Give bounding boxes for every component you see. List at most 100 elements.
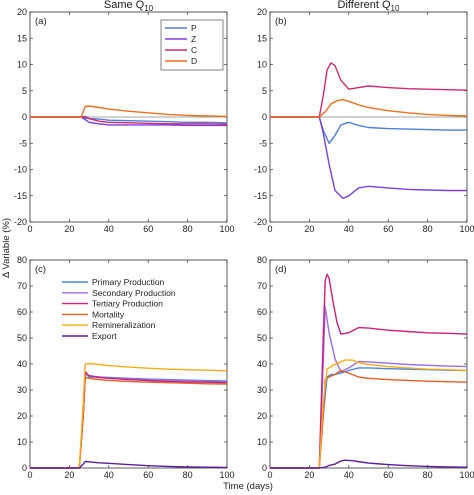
panel-title: Same Q10	[104, 0, 154, 13]
x-tick-label: 60	[383, 470, 393, 480]
y-tick-label: 5	[262, 86, 267, 96]
y-tick-label: 40	[17, 359, 27, 369]
x-tick-label: 0	[27, 470, 32, 480]
panel-c: 0 10 20 30 40 50 60 70 80 0 20 40 60 80 100 (c) Primary …	[17, 255, 235, 480]
x-tick-label: 40	[344, 470, 354, 480]
series-line-d	[30, 105, 228, 118]
panel-title-main: Same Q	[104, 0, 145, 11]
panel-title-subscript: 10	[391, 4, 400, 13]
y-tick-label: 10	[17, 437, 27, 447]
y-tick-label: 15	[257, 33, 267, 43]
legend-entry: Secondary Production	[92, 288, 176, 298]
y-tick-label: 50	[17, 333, 27, 343]
x-tick-label: 60	[143, 470, 153, 480]
x-tick-label: 100	[219, 470, 234, 480]
series-line-export	[30, 460, 228, 469]
series-line-export	[270, 459, 468, 469]
series-line-d	[270, 98, 468, 118]
x-axis-label: Time (days)	[223, 481, 273, 492]
y-tick-label: 0	[262, 463, 267, 473]
x-tick-label: 40	[104, 224, 114, 234]
x-tick-label: 20	[304, 470, 314, 480]
legend-entry: C	[191, 45, 197, 55]
panel-a: -20 -15 -10 -5 0 5 10 15 20 0 20 40 60 80 100 (a) Same Q…	[14, 0, 235, 234]
panel-title-main: Different Q	[338, 0, 391, 11]
y-tick-label: 30	[257, 385, 267, 395]
legend-entry: Primary Production	[92, 277, 165, 287]
series-line-remineralization	[30, 362, 228, 469]
y-tick-label: 60	[257, 307, 267, 317]
x-tick-label: 20	[64, 470, 74, 480]
y-tick-label: 70	[17, 281, 27, 291]
legend-entry: Export	[92, 331, 117, 341]
y-tick-label: 15	[17, 33, 27, 43]
x-tick-label: 20	[304, 224, 314, 234]
panel-label: (b)	[275, 16, 287, 27]
series-line-secondary-production	[30, 373, 228, 469]
series-line-primary-production	[30, 376, 228, 469]
y-tick-label: 60	[17, 307, 27, 317]
legend-entry: Mortality	[92, 309, 125, 319]
legend-entry: D	[191, 56, 197, 66]
x-tick-label: 80	[423, 470, 433, 480]
y-tick-label: 10	[257, 60, 267, 70]
y-tick-label: 0	[262, 112, 267, 122]
y-tick-label: 80	[17, 255, 27, 265]
y-tick-label: -15	[14, 191, 27, 201]
x-tick-label: 100	[219, 224, 234, 234]
x-tick-label: 80	[423, 224, 433, 234]
x-tick-label: 20	[64, 224, 74, 234]
x-tick-label: 0	[267, 224, 272, 234]
panel-title-subscript: 10	[144, 4, 153, 13]
y-tick-label: -20	[254, 217, 267, 227]
panel-b: -20 -15 -10 -5 0 5 10 15 20 0 20 40 60 80 100 (b) Differ…	[254, 0, 474, 234]
x-tick-label: 60	[143, 224, 153, 234]
y-tick-label: 10	[17, 60, 27, 70]
x-tick-label: 0	[27, 224, 32, 234]
series-line-tertiary-production	[30, 371, 228, 469]
y-tick-label: 0	[22, 463, 27, 473]
series-line-c	[30, 115, 228, 125]
y-tick-label: -20	[14, 217, 27, 227]
y-tick-label: 40	[257, 359, 267, 369]
y-tick-label: 20	[257, 411, 267, 421]
series-line-p	[30, 116, 228, 124]
panel-label: (c)	[35, 264, 46, 275]
legend-box	[58, 274, 186, 345]
y-tick-label: 50	[257, 333, 267, 343]
y-tick-label: -5	[259, 138, 267, 148]
series-line-mortality	[30, 376, 228, 469]
y-tick-label: 0	[22, 112, 27, 122]
panel-label: (a)	[35, 16, 47, 27]
y-tick-label: 70	[257, 281, 267, 291]
y-tick-label: -10	[14, 165, 27, 175]
series-line-primary-production	[270, 367, 468, 469]
y-tick-label: 20	[257, 7, 267, 17]
panel-title: Different Q10	[338, 0, 400, 13]
x-tick-label: 60	[383, 224, 393, 234]
legend-entry: Z	[191, 34, 196, 44]
series-line-tertiary-production	[270, 273, 468, 469]
y-tick-label: -15	[254, 191, 267, 201]
legend-entry: Remineralization	[92, 320, 156, 330]
panel-label: (d)	[275, 264, 287, 275]
series-line-z	[30, 116, 227, 127]
y-tick-label: 30	[17, 385, 27, 395]
series-line-mortality	[270, 369, 468, 469]
y-tick-label: -5	[19, 138, 27, 148]
series-line-c	[270, 62, 468, 118]
legend-entry: Tertiary Production	[92, 299, 163, 309]
series-line-remineralization	[270, 359, 468, 469]
panel-d: 0 10 20 30 40 50 60 70 80 0 20 40 60 80 100 (d)	[257, 255, 474, 480]
x-tick-label: 80	[183, 224, 193, 234]
y-tick-label: 10	[257, 437, 267, 447]
x-tick-label: 80	[183, 470, 193, 480]
x-tick-label: 100	[459, 224, 474, 234]
y-tick-label: 20	[17, 7, 27, 17]
x-tick-label: 40	[104, 470, 114, 480]
y-tick-label: 5	[22, 86, 27, 96]
y-tick-label: 20	[17, 411, 27, 421]
series-line-p	[270, 116, 467, 145]
x-tick-label: 0	[267, 470, 272, 480]
